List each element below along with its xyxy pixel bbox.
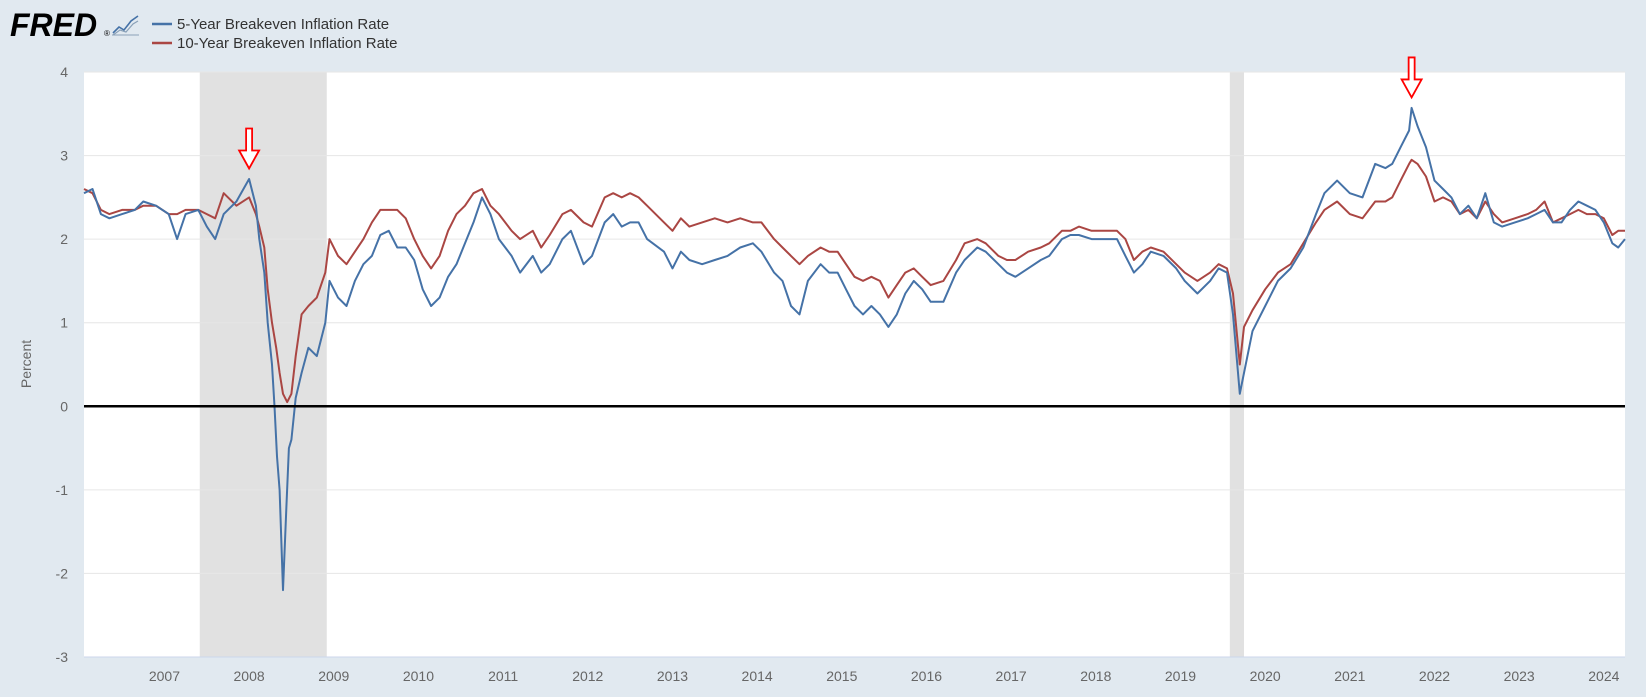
x-tick-label: 2012 [572, 668, 603, 684]
series-lines [83, 106, 1626, 592]
x-tick-label: 2022 [1419, 668, 1450, 684]
x-tick-label: 2010 [403, 668, 434, 684]
registered-mark: ® [104, 29, 110, 38]
x-axis-ticks: 2007 2008 2009 2010 2011 2012 2013 2014 2015 2016… [84, 656, 1625, 684]
chart-line-icon [112, 12, 139, 36]
x-tick-label: 2007 [149, 668, 180, 684]
x-tick-label: 2019 [1165, 668, 1196, 684]
recession-band-1 [199, 72, 327, 657]
y-tick-label: 0 [60, 398, 68, 414]
x-tick-label: 2023 [1504, 668, 1535, 684]
x-tick-label: 2017 [996, 668, 1027, 684]
y-tick-label: 2 [60, 231, 68, 247]
legend-label-5y: 5-Year Breakeven Inflation Rate [177, 16, 389, 33]
y-axis-title: Percent [18, 340, 34, 388]
x-tick-label: 2016 [911, 668, 942, 684]
recession-bands [199, 72, 1244, 657]
legend-label-10y: 10-Year Breakeven Inflation Rate [177, 35, 397, 52]
y-tick-label: 1 [60, 315, 68, 331]
y-tick-label: 3 [60, 148, 68, 164]
y-tick-label: 4 [60, 64, 68, 80]
fred-logo[interactable]: FRED ® [10, 7, 139, 43]
series-line-5-year[interactable] [83, 106, 1626, 592]
x-tick-label: 2020 [1250, 668, 1281, 684]
x-tick-label: 2021 [1334, 668, 1365, 684]
y-tick-label: -1 [56, 482, 69, 498]
y-axis-ticks: -3 -2 -1 0 1 2 3 4 [56, 64, 69, 665]
x-tick-label: 2018 [1080, 668, 1111, 684]
x-tick-label: 2013 [657, 668, 688, 684]
x-tick-label: 2011 [488, 668, 518, 684]
fred-logo-text: FRED [10, 7, 97, 43]
y-tick-label: -3 [56, 649, 69, 665]
chart-legend[interactable]: 5-Year Breakeven Inflation Rate 10-Year … [152, 16, 397, 52]
x-tick-label: 2015 [826, 668, 857, 684]
down-arrow-icon-1 [237, 127, 261, 171]
series-line-10-year[interactable] [83, 158, 1625, 404]
down-arrow-icon-2 [1400, 56, 1424, 100]
x-tick-label: 2008 [234, 668, 265, 684]
x-tick-label: 2009 [318, 668, 349, 684]
x-tick-label: 2024 [1588, 668, 1619, 684]
annotation-arrows [237, 56, 1424, 171]
plot-area [84, 72, 1625, 657]
x-tick-label: 2014 [742, 668, 773, 684]
y-tick-label: -2 [56, 565, 69, 581]
